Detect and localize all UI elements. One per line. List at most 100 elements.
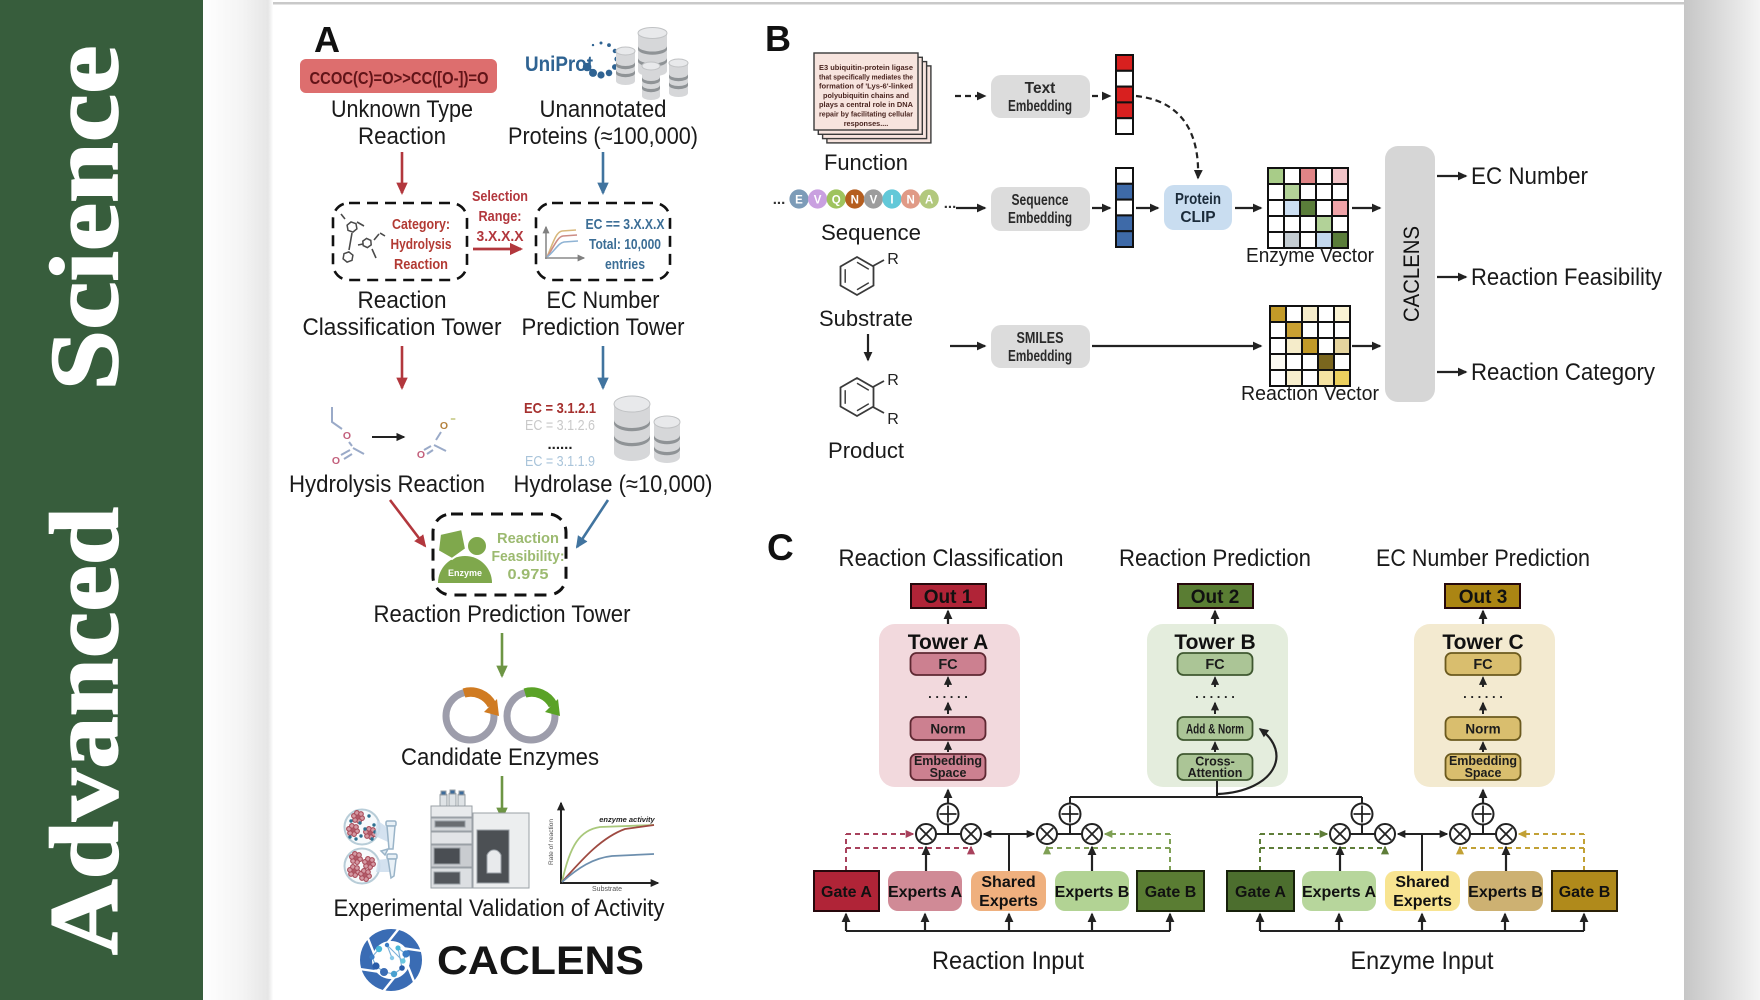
svg-text:Reaction: Reaction xyxy=(358,287,447,314)
svg-text:EC Number: EC Number xyxy=(547,287,660,314)
svg-text:Tower C: Tower C xyxy=(1442,631,1523,654)
svg-text:Embedding: Embedding xyxy=(1449,754,1517,768)
svg-text:FC: FC xyxy=(1473,657,1493,673)
svg-text:Hydrolysis Reaction: Hydrolysis Reaction xyxy=(289,471,485,498)
svg-text:Enzyme Input: Enzyme Input xyxy=(1351,947,1494,975)
svg-text:Sequence: Sequence xyxy=(821,220,921,245)
svg-text:Experts: Experts xyxy=(1393,893,1452,910)
svg-text:Q: Q xyxy=(832,195,841,207)
svg-text:3.X.X.X: 3.X.X.X xyxy=(477,228,524,245)
svg-text:Enzyme: Enzyme xyxy=(448,568,482,578)
svg-text:Experts: Experts xyxy=(979,893,1038,910)
svg-text:Enzyme Vector: Enzyme Vector xyxy=(1246,245,1374,267)
svg-text:Experts B: Experts B xyxy=(1468,884,1543,901)
svg-text:Gate B: Gate B xyxy=(1559,884,1611,901)
svg-text:that specifically mediates the: that specifically mediates the xyxy=(819,72,913,81)
svg-text:EC = 3.1.2.1: EC = 3.1.2.1 xyxy=(524,400,596,417)
svg-text:R: R xyxy=(887,411,899,428)
svg-text:Embedding: Embedding xyxy=(1008,210,1072,227)
svg-text:. . . . . .: . . . . . . xyxy=(1195,686,1235,701)
svg-text:CACLENS: CACLENS xyxy=(437,939,644,983)
svg-text:Substrate: Substrate xyxy=(819,306,913,331)
svg-text:Tower B: Tower B xyxy=(1174,631,1255,654)
svg-text:formation of 'Lys-6'-linked: formation of 'Lys-6'-linked xyxy=(819,82,913,91)
svg-text:CLIP: CLIP xyxy=(1180,209,1215,226)
svg-text:Category:: Category: xyxy=(392,217,450,233)
svg-text:N: N xyxy=(906,195,914,207)
svg-text:Reaction Prediction Tower: Reaction Prediction Tower xyxy=(374,601,631,628)
svg-text:Substrate: Substrate xyxy=(592,886,622,893)
svg-text:EC = 3.1.1.9: EC = 3.1.1.9 xyxy=(525,453,595,470)
svg-text:Space: Space xyxy=(1465,766,1502,780)
svg-text:Prediction Tower: Prediction Tower xyxy=(522,314,685,341)
svg-text:Classification Tower: Classification Tower xyxy=(303,314,502,341)
svg-text:Total: 10,000: Total: 10,000 xyxy=(589,236,661,253)
svg-text:Experimental Validation of Act: Experimental Validation of Activity xyxy=(334,895,665,922)
svg-text:. . . . . .: . . . . . . xyxy=(1463,686,1503,701)
svg-text:Embedding: Embedding xyxy=(1008,98,1072,115)
svg-text:Gate A: Gate A xyxy=(821,884,872,901)
svg-text:V: V xyxy=(870,195,878,207)
svg-text:Proteins (≈100,000): Proteins (≈100,000) xyxy=(508,123,698,150)
svg-text:Text: Text xyxy=(1025,80,1056,97)
svg-text:E: E xyxy=(795,195,803,207)
svg-text:Cross-: Cross- xyxy=(1195,755,1235,769)
svg-text:UniProt: UniProt xyxy=(525,53,593,76)
svg-text:Hydrolase (≈10,000): Hydrolase (≈10,000) xyxy=(514,471,713,498)
svg-text:Unannotated: Unannotated xyxy=(540,96,667,123)
svg-text:...: ... xyxy=(773,191,786,208)
svg-text:entries: entries xyxy=(605,256,645,273)
svg-text:Reaction: Reaction xyxy=(394,257,448,273)
svg-text:responses....: responses.... xyxy=(844,119,889,128)
svg-text:R: R xyxy=(887,372,899,389)
svg-text:I: I xyxy=(890,195,893,207)
svg-text:repair by facilitating cellula: repair by facilitating cellular xyxy=(819,110,913,119)
svg-text:O: O xyxy=(343,430,351,442)
svg-text:−: − xyxy=(450,414,455,424)
svg-text:Advanced: Advanced xyxy=(31,507,139,955)
svg-text:Attention: Attention xyxy=(1188,766,1243,780)
svg-text:Gate A: Gate A xyxy=(1235,884,1286,901)
svg-text:SMILES: SMILES xyxy=(1017,330,1064,347)
svg-text:Embedding: Embedding xyxy=(1008,348,1072,365)
svg-text:FC: FC xyxy=(938,657,958,673)
svg-text:EC Number: EC Number xyxy=(1471,163,1588,190)
svg-text:polyubiquitin chains and: polyubiquitin chains and xyxy=(823,91,909,100)
svg-text:...: ... xyxy=(944,195,957,212)
svg-text:FC: FC xyxy=(1205,657,1225,673)
svg-text:Candidate Enzymes: Candidate Enzymes xyxy=(401,744,599,771)
svg-text:O: O xyxy=(440,420,448,432)
svg-text:N: N xyxy=(851,195,859,207)
svg-text:Reaction Category: Reaction Category xyxy=(1471,359,1655,386)
svg-text:Gate B: Gate B xyxy=(1145,884,1197,901)
svg-text:Reaction Vector: Reaction Vector xyxy=(1241,383,1379,405)
svg-text:Unknown Type: Unknown Type xyxy=(331,96,473,123)
svg-text:EC = 3.1.2.6: EC = 3.1.2.6 xyxy=(525,417,595,434)
svg-text:Experts A: Experts A xyxy=(1302,884,1377,901)
svg-text:Protein: Protein xyxy=(1175,191,1221,208)
svg-text:Reaction Prediction: Reaction Prediction xyxy=(1119,545,1311,572)
svg-text:. . . . . .: . . . . . . xyxy=(928,686,968,701)
svg-text:Hydrolysis: Hydrolysis xyxy=(391,237,452,253)
svg-text:A: A xyxy=(925,195,933,207)
svg-text:Reaction Classification: Reaction Classification xyxy=(839,545,1064,572)
svg-text:CCOC(C)=O>>CC([O-])=O: CCOC(C)=O>>CC([O-])=O xyxy=(310,68,489,88)
svg-text:Embedding: Embedding xyxy=(914,754,982,768)
svg-text:......: ...... xyxy=(547,436,572,453)
svg-text:Norm: Norm xyxy=(930,722,965,737)
svg-text:R: R xyxy=(887,251,899,268)
svg-text:Out 2: Out 2 xyxy=(1191,587,1240,608)
svg-text:Space: Space xyxy=(930,766,967,780)
svg-text:Norm: Norm xyxy=(1465,722,1500,737)
svg-text:CACLENS: CACLENS xyxy=(1399,226,1424,322)
svg-text:Reaction: Reaction xyxy=(358,123,446,150)
svg-text:Feasibility:: Feasibility: xyxy=(492,548,565,565)
svg-text:O: O xyxy=(417,449,425,461)
svg-text:0.975: 0.975 xyxy=(508,566,549,583)
svg-text:O: O xyxy=(332,455,340,467)
svg-text:C: C xyxy=(767,527,794,568)
svg-text:B: B xyxy=(765,18,791,59)
svg-text:Rate of reaction: Rate of reaction xyxy=(548,819,555,865)
svg-text:Experts A: Experts A xyxy=(888,884,963,901)
svg-text:Add & Norm: Add & Norm xyxy=(1186,722,1244,737)
